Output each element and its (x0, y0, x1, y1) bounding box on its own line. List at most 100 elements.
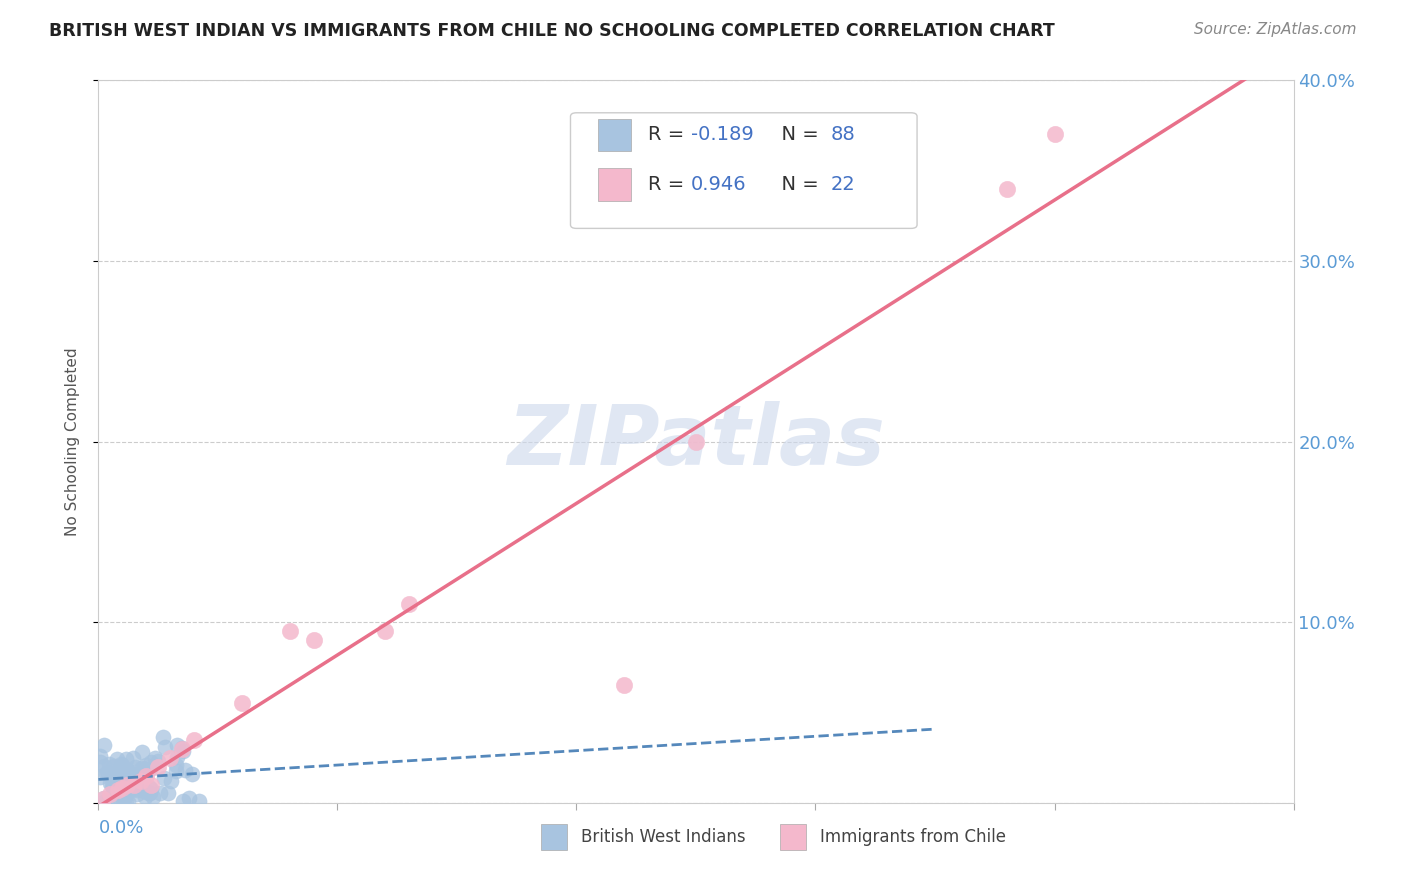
Y-axis label: No Schooling Completed: No Schooling Completed (65, 347, 80, 536)
Point (112, 775, 135, 789)
Point (111, 792, 134, 806)
Point (374, 624, 396, 639)
Point (93, 758, 115, 772)
Point (103, 765, 125, 780)
FancyBboxPatch shape (541, 824, 567, 850)
Point (112, 773, 135, 788)
Point (114, 796, 136, 810)
Point (128, 779, 150, 793)
Point (115, 778, 138, 792)
Point (135, 769, 157, 783)
Point (110, 757, 132, 772)
Point (105, 752, 128, 766)
Point (149, 786, 172, 800)
Text: British West Indians: British West Indians (581, 828, 745, 847)
Text: 0.946: 0.946 (692, 175, 747, 194)
Point (97, 756, 120, 771)
Point (172, 744, 194, 758)
Point (127, 780, 149, 795)
Point (114, 763, 136, 777)
Point (111, 781, 134, 796)
Point (103, 758, 125, 772)
Text: 0.0%: 0.0% (98, 819, 143, 837)
Point (278, 624, 301, 639)
Point (139, 762, 162, 776)
Point (172, 741, 194, 756)
Point (96, 766, 118, 780)
Point (114, 789, 136, 804)
Point (118, 764, 141, 779)
Point (101, 770, 124, 784)
Point (174, 763, 197, 777)
Point (89, 749, 111, 764)
Point (89, 770, 111, 784)
Point (111, 777, 134, 791)
Point (166, 738, 188, 752)
Point (187, 794, 209, 808)
Point (107, 783, 129, 797)
Text: R =: R = (648, 175, 690, 194)
Point (139, 781, 162, 796)
Point (91, 792, 114, 806)
Point (153, 739, 176, 754)
Point (131, 761, 153, 775)
FancyBboxPatch shape (598, 119, 631, 151)
Point (124, 772, 146, 786)
Point (117, 763, 139, 777)
Point (121, 775, 143, 789)
Point (93, 738, 115, 752)
Point (172, 794, 194, 808)
Point (138, 780, 160, 794)
Point (165, 757, 187, 772)
Point (98, 776, 121, 790)
Point (124, 778, 146, 792)
Point (153, 771, 176, 785)
Point (100, 779, 122, 793)
Point (120, 780, 142, 794)
Point (231, 697, 253, 711)
Point (127, 787, 149, 801)
Point (157, 786, 180, 800)
Text: BRITISH WEST INDIAN VS IMMIGRANTS FROM CHILE NO SCHOOLING COMPLETED CORRELATION : BRITISH WEST INDIAN VS IMMIGRANTS FROM C… (49, 22, 1054, 40)
Point (111, 758, 134, 772)
Point (129, 764, 152, 778)
Point (118, 782, 141, 797)
Point (131, 769, 153, 783)
Point (398, 597, 420, 611)
Point (1043, 128, 1066, 142)
Point (166, 750, 188, 764)
Point (181, 767, 204, 781)
Point (97, 765, 120, 780)
Point (148, 754, 170, 768)
Point (170, 740, 193, 755)
Point (134, 789, 156, 804)
Point (159, 750, 181, 764)
Text: R =: R = (648, 126, 690, 145)
Point (93, 791, 115, 805)
Point (148, 760, 170, 774)
Point (98, 787, 122, 801)
Text: N =: N = (769, 126, 825, 145)
FancyBboxPatch shape (571, 112, 917, 228)
Point (108, 794, 131, 808)
Point (120, 770, 142, 784)
Point (105, 796, 128, 810)
Point (183, 732, 205, 747)
Point (118, 778, 141, 792)
Point (93, 795, 115, 809)
Text: 22: 22 (831, 175, 856, 194)
Point (138, 786, 160, 800)
FancyBboxPatch shape (779, 824, 806, 850)
Point (112, 774, 135, 789)
Text: 88: 88 (831, 126, 856, 145)
Text: ZIPatlas: ZIPatlas (508, 401, 884, 482)
Point (152, 731, 174, 745)
Point (117, 766, 139, 780)
Point (179, 791, 201, 805)
Point (165, 764, 187, 779)
Point (101, 780, 124, 795)
Point (131, 745, 153, 759)
Point (135, 785, 157, 799)
Point (115, 752, 138, 766)
Point (131, 774, 153, 789)
